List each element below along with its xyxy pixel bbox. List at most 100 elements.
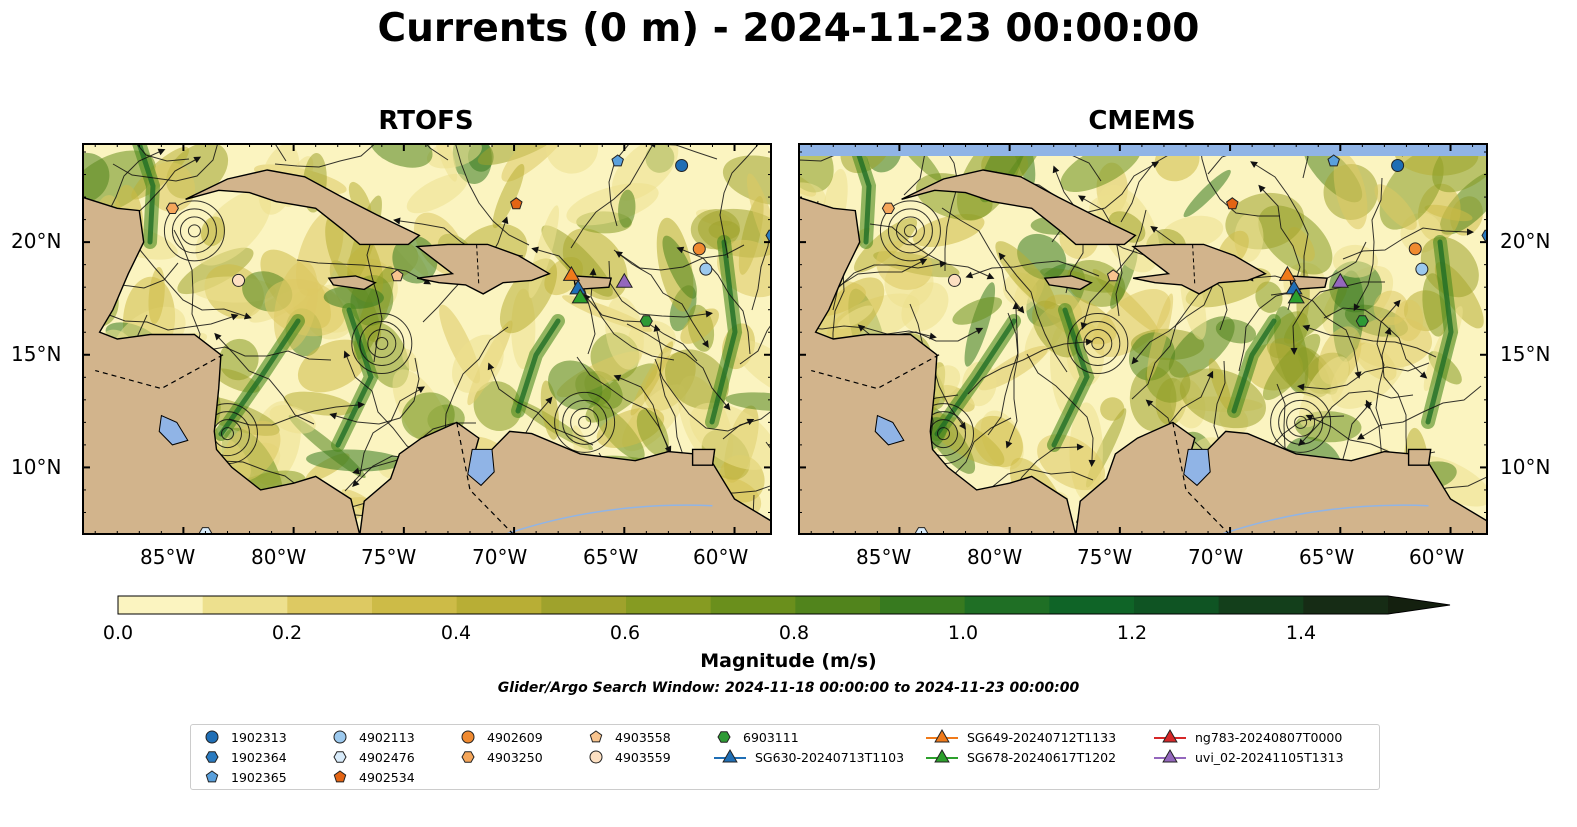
jamaica-land: [1043, 275, 1093, 291]
maracaibo-lake: [467, 448, 495, 487]
lat-tick-left-15n: 15°N: [11, 342, 62, 366]
legend: 1902313 1902364 1902365 4902113 4902476 49025…: [190, 724, 1380, 790]
marker-4902534: [510, 197, 523, 210]
colorbar-segment: [1049, 596, 1135, 614]
nicaragua-lake: [158, 414, 189, 446]
legend-label: SG630-20240713T1103: [755, 749, 905, 765]
legend-label: 4903559: [615, 749, 671, 765]
colorbar-segment: [964, 596, 1050, 614]
colorbar-outline: [117, 595, 1451, 615]
lon-tick-right-60w: 60°W: [1409, 545, 1465, 569]
colorbar-segment: [880, 596, 966, 614]
map-frame: [82, 143, 772, 535]
orinoco-river: [502, 504, 713, 535]
legend-item: 1902313: [201, 728, 287, 746]
legend-item: ng783-20240807T0000: [1153, 728, 1342, 746]
lon-tick-left-75w: 75°W: [361, 545, 417, 569]
trinidad-land: [691, 448, 716, 466]
map-frame: [798, 143, 1488, 535]
colorbar-segment: [1303, 596, 1389, 614]
cuba-land: [185, 169, 421, 246]
lon-tick-left-70w: 70°W: [472, 545, 528, 569]
legend-item: 4903559: [585, 748, 671, 766]
legend-item: SG630-20240713T1103: [713, 748, 904, 766]
legend-marker-hexagon-icon: [333, 751, 347, 763]
legend-item: SG649-20240712T1133: [925, 728, 1116, 746]
legend-marker-triangle-icon: [926, 748, 958, 763]
colorbar-tick-1: 0.2: [271, 622, 303, 644]
colorbar: [117, 595, 1451, 615]
colorbar-tick-0: 0.0: [102, 622, 134, 644]
legend-item: 4902113: [329, 728, 415, 746]
legend-label: SG678-20240617T1202: [967, 749, 1117, 765]
legend-label: 6903111: [743, 729, 799, 745]
cmems-current-map: [798, 143, 1488, 535]
legend-label: ng783-20240807T0000: [1195, 729, 1343, 745]
search-window-label: Glider/Argo Search Window: 2024-11-18 00…: [497, 680, 1080, 696]
cuba-land: [901, 169, 1137, 246]
legend-item: 4902609: [457, 728, 543, 746]
lon-tick-left-65w: 65°W: [583, 545, 639, 569]
colorbar-extend-arrow: [1388, 596, 1450, 614]
marker-6903111: [639, 315, 653, 327]
colorbar-tick-3: 0.6: [609, 622, 641, 644]
colorbar-tick-7: 1.4: [1285, 622, 1317, 644]
marker-SG649-20240712T1133: [562, 265, 581, 281]
legend-label: 4902609: [487, 729, 543, 745]
maracaibo-lake: [1183, 448, 1211, 487]
nicaragua-lake: [874, 414, 905, 446]
marker-4903558: [390, 269, 404, 282]
legend-label: 1902365: [231, 769, 287, 785]
colorbar-tick-2: 0.4: [440, 622, 472, 644]
marker-4902113: [699, 262, 713, 276]
colorbar-segment: [1218, 596, 1304, 614]
trinidad-land: [1407, 448, 1432, 466]
lon-tick-left-85w: 85°W: [140, 545, 196, 569]
colorbar-tick-4: 0.8: [778, 622, 810, 644]
marker-4902609: [1408, 242, 1422, 256]
no-data-band: [798, 143, 1488, 156]
marker-uvi_02-20241105T1313: [615, 272, 633, 288]
lat-tick-right-20n: 20°N: [1500, 229, 1551, 253]
colorbar-segment: [287, 596, 373, 614]
legend-marker-hexagon-icon: [205, 751, 219, 763]
legend-label: 4903250: [487, 749, 543, 765]
legend-marker-hexagon-icon: [717, 731, 731, 743]
hispaniola-land: [415, 243, 551, 295]
legend-label: 4903558: [615, 729, 671, 745]
legend-marker-triangle-icon: [926, 728, 958, 743]
rtofs-current-map: [82, 143, 772, 535]
colorbar-segment: [202, 596, 288, 614]
colorbar-segment: [626, 596, 712, 614]
legend-item: uvi_02-20241105T1313: [1153, 748, 1344, 766]
colorbar-segment: [456, 596, 542, 614]
legend-item: 6903111: [713, 728, 799, 746]
marker-4903250: [165, 202, 179, 214]
panel-title-rtofs: RTOFS: [378, 106, 474, 136]
legend-marker-triangle-icon: [1154, 748, 1186, 763]
legend-marker-hexagon-icon: [461, 751, 475, 763]
colorbar-segment: [541, 596, 627, 614]
marker-6903111: [1355, 315, 1369, 327]
legend-marker-circle-icon: [589, 750, 603, 764]
legend-marker-circle-icon: [205, 730, 219, 744]
lon-tick-right-85w: 85°W: [856, 545, 912, 569]
legend-marker-circle-icon: [461, 730, 475, 744]
lat-tick-left-10n: 10°N: [11, 455, 62, 479]
marker-1902365: [1327, 154, 1340, 167]
legend-label: SG649-20240712T1133: [967, 729, 1117, 745]
legend-label: uvi_02-20241105T1313: [1195, 749, 1344, 765]
legend-label: 1902313: [231, 729, 287, 745]
lon-tick-left-80w: 80°W: [251, 545, 307, 569]
yucatan-land: [798, 143, 1077, 535]
legend-item: 4902534: [329, 768, 415, 786]
legend-marker-pentagon-icon: [205, 770, 219, 783]
legend-marker-triangle-icon: [1154, 728, 1186, 743]
marker-4902609: [692, 242, 706, 256]
country-border: [1172, 422, 1231, 535]
legend-label: 4902476: [359, 749, 415, 765]
marker-1902365: [611, 154, 624, 167]
legend-label: 4902534: [359, 769, 415, 785]
legend-item: 4903558: [585, 728, 671, 746]
lon-tick-left-60w: 60°W: [693, 545, 749, 569]
